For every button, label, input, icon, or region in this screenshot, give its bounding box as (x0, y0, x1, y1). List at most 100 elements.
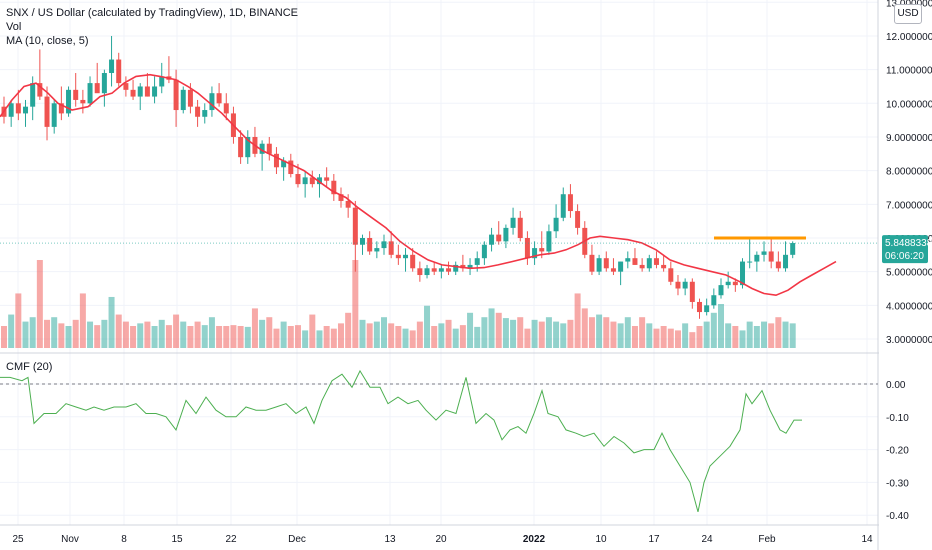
price-tick-label: 3.0000000 (886, 335, 932, 346)
volume-bar (72, 319, 79, 348)
candle-body (417, 268, 423, 276)
volume-bar (660, 326, 667, 348)
volume-bar (79, 293, 86, 348)
volume-bar (416, 321, 423, 348)
candle-body (51, 103, 57, 127)
volume-bar (237, 326, 244, 348)
volume-bar (610, 321, 617, 348)
candle-body (374, 248, 380, 252)
candle-body (546, 231, 552, 252)
candle-body (202, 110, 208, 117)
symbol-title[interactable]: SNX / US Dollar (calculated by TradingVi… (6, 7, 299, 19)
candle-body (30, 83, 36, 107)
volume-bar (467, 312, 474, 348)
volume-bars (1, 260, 796, 348)
candle-body (309, 177, 315, 185)
volume-bar (280, 321, 287, 348)
volume-bar (768, 323, 775, 348)
candle-body (216, 93, 222, 104)
candle-body (295, 174, 301, 185)
volume-bar (474, 326, 481, 348)
volume-bar (710, 312, 717, 348)
volume-bar (180, 321, 187, 348)
candle-body (324, 177, 330, 181)
volume-bar (259, 319, 266, 348)
cmf-tick-label: 0.00 (886, 380, 906, 391)
candle-body (123, 83, 129, 90)
volume-bar (674, 330, 681, 348)
candle-body (524, 237, 530, 259)
volume-bar (29, 317, 36, 348)
volume-bar (330, 328, 337, 348)
candle-body (754, 254, 760, 262)
candle-body (768, 251, 774, 262)
volume-bar (15, 293, 22, 348)
candle-body (732, 281, 738, 286)
candle-body (711, 295, 717, 306)
candle-body (395, 254, 401, 259)
candle-body (761, 251, 767, 255)
volume-bar (359, 319, 366, 348)
ma-legend[interactable]: MA (10, close, 5) (6, 35, 89, 47)
moving-average (0, 73, 837, 297)
volume-bar (703, 321, 710, 348)
volume-bar (588, 317, 595, 348)
time-tick-label: 15 (171, 534, 183, 545)
volume-bar (337, 323, 344, 348)
volume-bar (581, 308, 588, 348)
price-tick-label: 11.0000000 (886, 66, 932, 77)
candle-body (23, 106, 29, 114)
volume-bar (173, 314, 180, 348)
volume-bar (488, 308, 495, 348)
volume-bar (87, 321, 94, 348)
candle-body (367, 237, 373, 252)
candle-body (747, 261, 753, 263)
candle-body (410, 254, 416, 269)
price-tick-label: 4.0000000 (886, 301, 932, 312)
price-tick-label: 10.0000000 (886, 99, 932, 110)
candle-body (532, 248, 538, 259)
volume-bar (151, 326, 158, 348)
volume-bar (323, 326, 330, 348)
candle-body (80, 99, 86, 104)
candle-body (489, 234, 495, 245)
time-tick-label: 22 (225, 534, 237, 545)
candle-body (446, 268, 452, 272)
volume-bar (409, 330, 416, 348)
candle-body (266, 143, 272, 154)
time-tick-label: Nov (61, 534, 79, 545)
candle-body (704, 305, 710, 313)
price-axis-bg (879, 0, 932, 550)
volume-bar (345, 312, 352, 348)
volume-bar (115, 314, 122, 348)
candle-body (431, 268, 437, 272)
cmf-legend-label[interactable]: CMF (20) (6, 361, 53, 373)
candle-body (381, 241, 387, 249)
candle-body (790, 243, 796, 255)
candle-body (460, 264, 466, 269)
candle-body (589, 254, 595, 272)
time-tick-label: 10 (595, 534, 607, 545)
main-legend: SNX / US Dollar (calculated by TradingVi… (6, 6, 298, 48)
volume-bar (8, 314, 15, 348)
candle-body (360, 237, 365, 245)
candle-body (625, 258, 631, 262)
volume-bar (230, 325, 237, 348)
volume-bar (366, 323, 373, 348)
cmf-tick-label: -0.20 (886, 446, 909, 457)
volume-bar (567, 319, 574, 348)
candle-body (58, 103, 64, 114)
candle-body (352, 207, 358, 245)
time-tick-label: Feb (758, 534, 776, 545)
candle-body (87, 83, 93, 104)
candle-body (575, 211, 581, 228)
candle-body (467, 264, 473, 269)
volume-bar (524, 328, 531, 348)
currency-badge[interactable]: USD (894, 4, 922, 24)
time-tick-label: 13 (384, 534, 396, 545)
candle-body (775, 261, 781, 269)
volume-bar (352, 260, 359, 348)
volume-legend[interactable]: Vol (6, 21, 22, 33)
